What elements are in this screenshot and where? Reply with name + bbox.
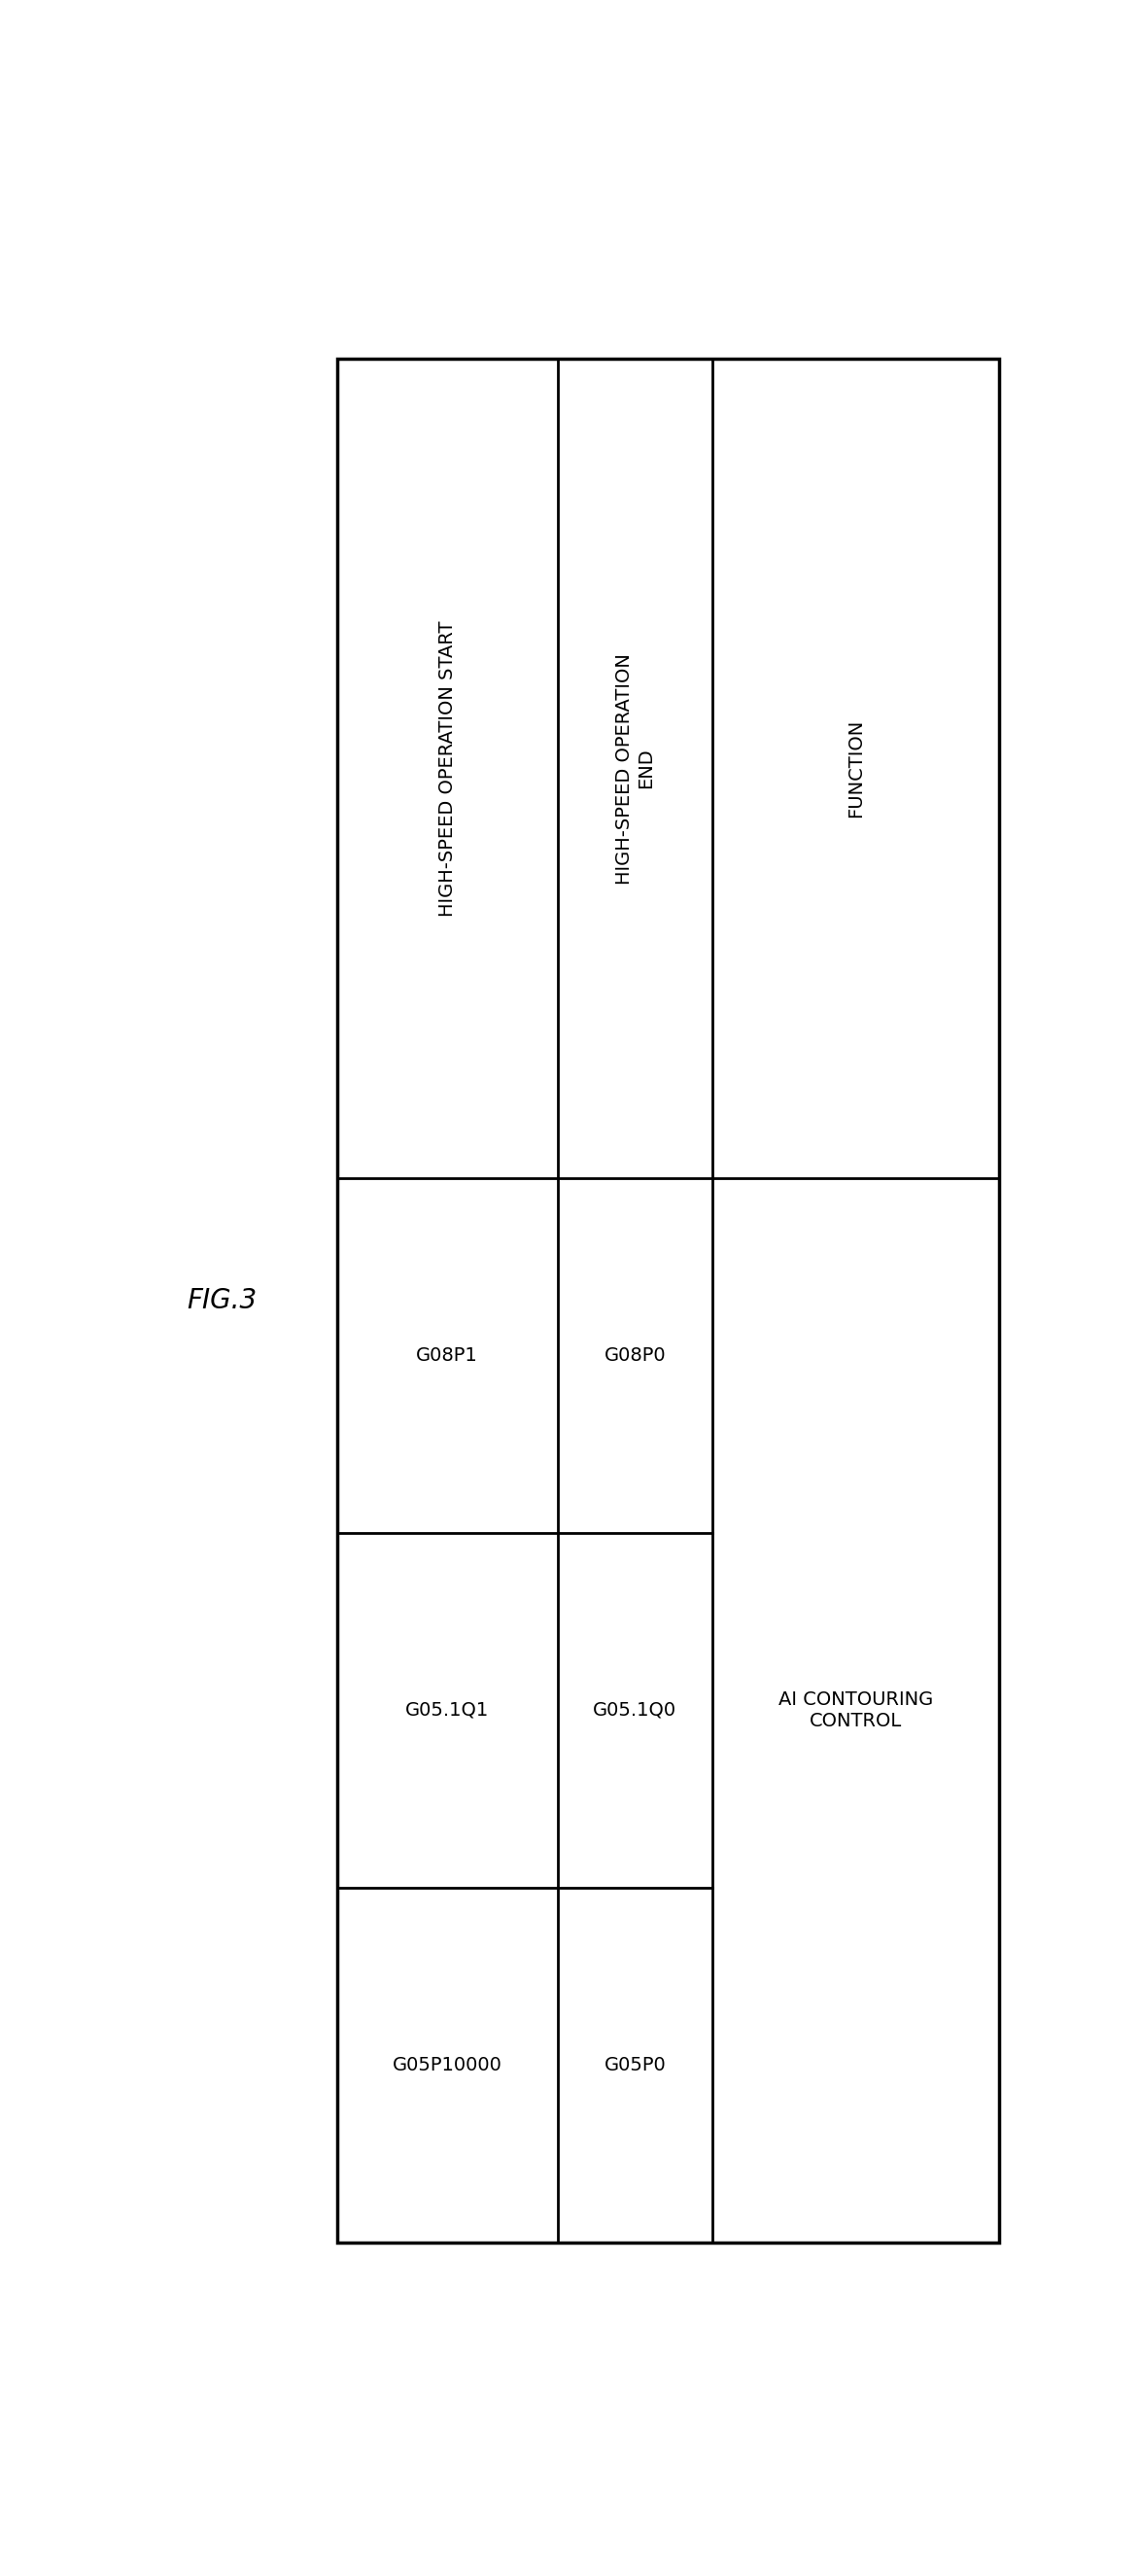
Text: FIG.3: FIG.3 [187, 1288, 256, 1314]
Text: G05.1Q0: G05.1Q0 [593, 1700, 677, 1718]
Text: HIGH-SPEED OPERATION START: HIGH-SPEED OPERATION START [438, 621, 456, 917]
Text: G05P0: G05P0 [604, 2056, 666, 2074]
Text: G05P10000: G05P10000 [392, 2056, 502, 2074]
Text: G08P0: G08P0 [604, 1347, 666, 1365]
Text: AI CONTOURING
CONTROL: AI CONTOURING CONTROL [779, 1690, 934, 1731]
Text: HIGH-SPEED OPERATION
END: HIGH-SPEED OPERATION END [616, 652, 656, 884]
Bar [337, 358, 1000, 2244]
Text: FUNCTION: FUNCTION [847, 719, 865, 817]
Text: G08P1: G08P1 [416, 1347, 478, 1365]
Text: G05.1Q1: G05.1Q1 [406, 1700, 489, 1718]
